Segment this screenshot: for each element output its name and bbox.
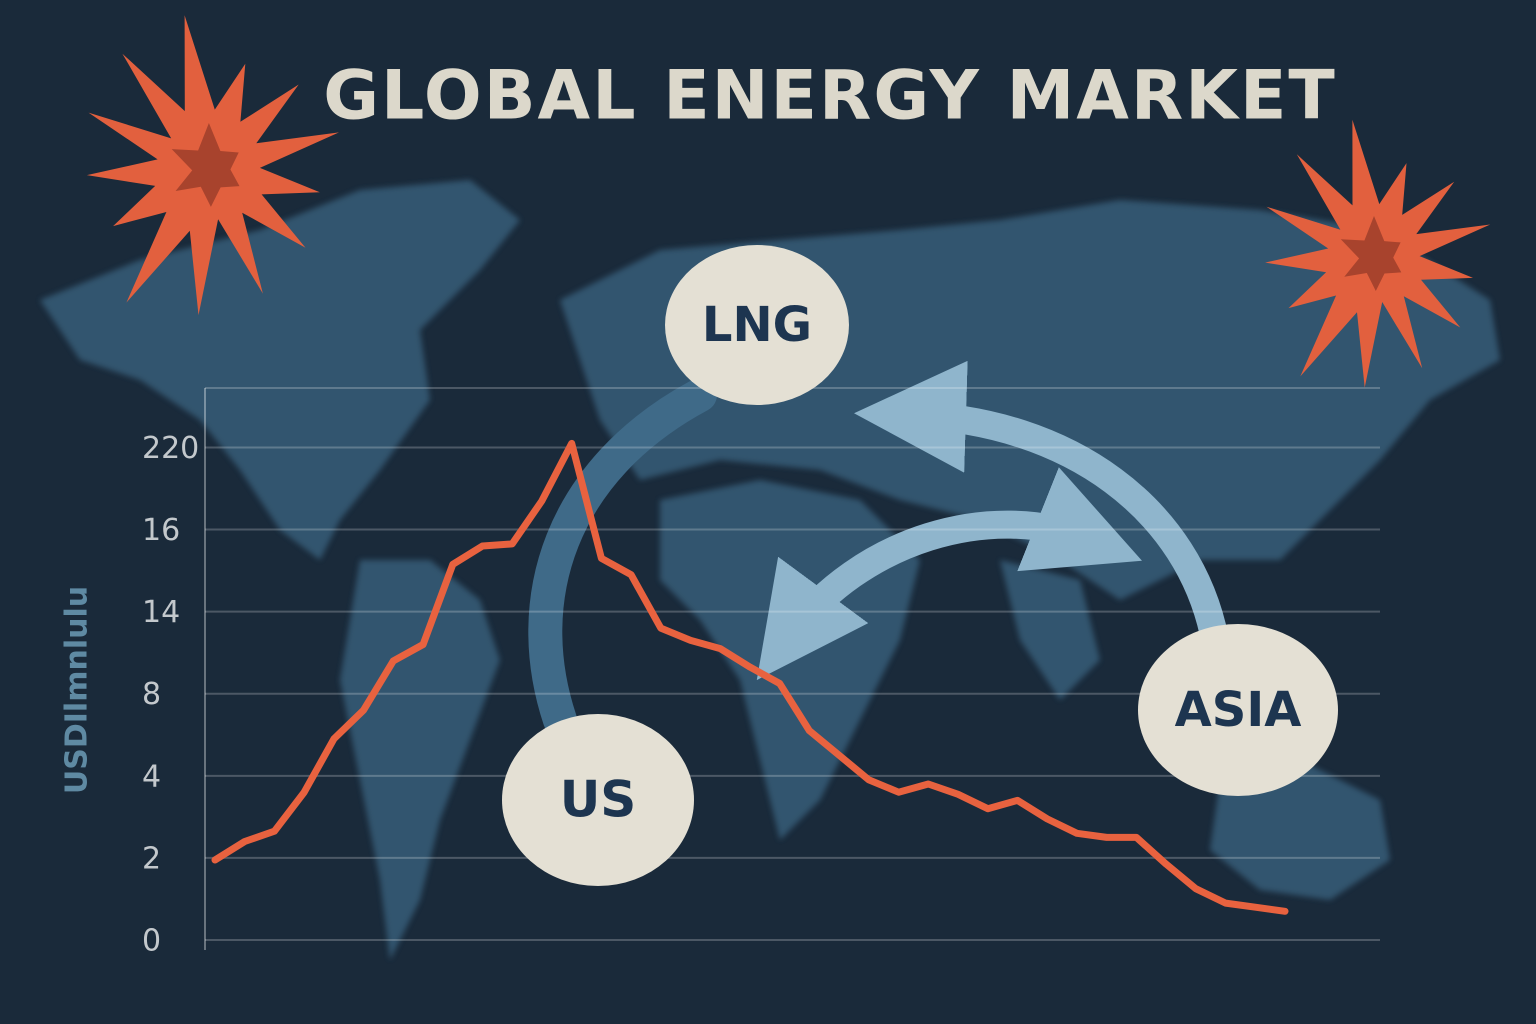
bubble <box>502 714 694 886</box>
chart-title: GLOBAL ENERGY MARKET <box>323 57 1337 136</box>
y-tick-label: 220 <box>142 431 199 466</box>
y-tick-label: 0 <box>142 924 161 959</box>
starbursts <box>86 15 1491 388</box>
annotation: LNG <box>702 297 812 353</box>
y-tick-label: 4 <box>142 759 161 794</box>
starburst-core <box>1340 216 1402 291</box>
y-tick-label: 14 <box>142 595 180 630</box>
trade-arrows <box>528 360 1229 737</box>
y-axis-label: USDIlmnlulu <box>60 586 95 794</box>
bubble <box>1138 624 1338 796</box>
starburst-core <box>171 123 240 207</box>
annotation: US <box>560 771 637 829</box>
plot: 0 2 4 8 14 16 220 <box>142 431 1380 959</box>
annotation: ASIA <box>1175 682 1302 738</box>
y-tick-label: 16 <box>142 513 180 548</box>
bubble <box>665 245 849 405</box>
y-tick-label: 2 <box>142 841 161 876</box>
price-line <box>211 439 1289 915</box>
bubbles: LNG US ASIA <box>502 245 1338 886</box>
y-tick-label: 8 <box>142 677 161 712</box>
